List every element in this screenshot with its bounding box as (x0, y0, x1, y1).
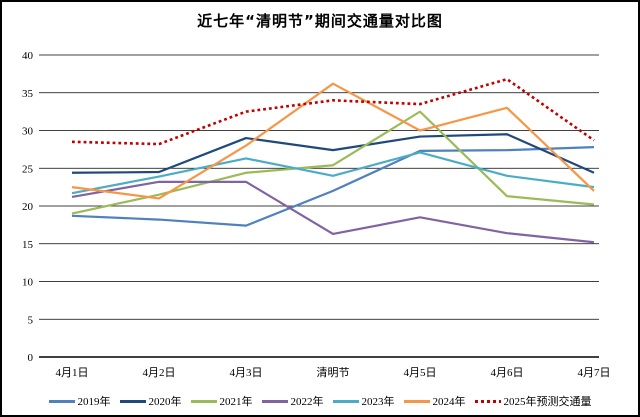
y-axis-label: 35 (22, 88, 34, 100)
x-axis-label: 4月6日 (491, 367, 524, 379)
legend-item-2023年: 2023年 (332, 393, 395, 409)
y-axis-label: 40 (22, 50, 34, 62)
series-line-2024年 (71, 82, 595, 200)
y-axis-label: 0 (28, 352, 34, 364)
x-axis-label: 4月5日 (404, 367, 437, 379)
legend: 2019年 2020年 2021年 2022年 2023年 2024年 2025年预测交通量 (2, 393, 638, 409)
series-line-2020年 (71, 133, 595, 174)
legend-label: 2025年预测交通量 (503, 396, 592, 408)
legend-item-2025年预测交通量: 2025年预测交通量 (474, 393, 592, 409)
legend-line-swatch (474, 399, 501, 403)
legend-label: 2023年 (361, 396, 395, 408)
y-axis-label: 25 (22, 163, 34, 175)
legend-line-swatch (332, 399, 359, 403)
x-axis-label: 4月7日 (578, 367, 611, 379)
legend-label: 2022年 (290, 396, 324, 408)
legend-item-2024年: 2024年 (403, 393, 466, 409)
x-axis-label: 清明节 (317, 366, 350, 379)
y-axis-label: 15 (22, 239, 34, 251)
series-line-2021年 (71, 110, 595, 215)
legend-item-2021年: 2021年 (190, 393, 253, 409)
series-line-2023年 (71, 151, 595, 195)
legend-label: 2024年 (432, 396, 466, 408)
legend-label: 2021年 (219, 396, 253, 408)
legend-line-swatch (119, 399, 146, 403)
x-axis-label: 4月3日 (230, 367, 263, 379)
y-axis-label: 5 (28, 314, 34, 326)
legend-item-2019年: 2019年 (48, 393, 111, 409)
legend-line-swatch (261, 399, 288, 403)
y-axis-label: 10 (22, 277, 34, 289)
legend-line-swatch (48, 399, 75, 403)
series-line-2022年 (71, 180, 595, 244)
x-axis-label: 4月1日 (56, 367, 89, 379)
legend-line-swatch (403, 399, 430, 403)
legend-item-2022年: 2022年 (261, 393, 324, 409)
x-axis-label: 4月2日 (143, 367, 176, 379)
series-line-2019年 (71, 146, 595, 227)
legend-line-swatch (190, 399, 217, 403)
chart-title: 近七年“清明节”期间交通量对比图 (197, 12, 443, 30)
legend-item-2020年: 2020年 (119, 393, 182, 409)
legend-label: 2019年 (77, 396, 111, 408)
y-axis-label: 30 (22, 126, 34, 138)
y-axis-label: 20 (22, 201, 34, 213)
legend-label: 2020年 (148, 396, 182, 408)
series-line-2025年预测交通量 (71, 77, 595, 146)
